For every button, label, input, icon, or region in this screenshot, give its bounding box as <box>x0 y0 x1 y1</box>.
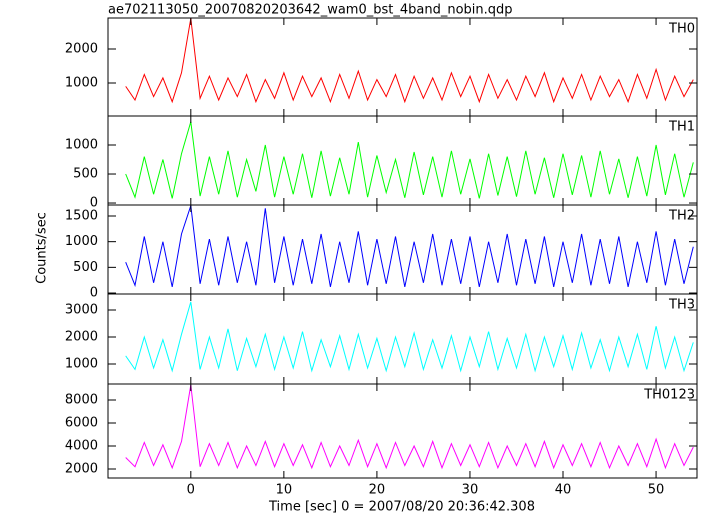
y-tick-label: 2000 <box>65 42 98 57</box>
y-tick-label: 0 <box>90 196 98 211</box>
light-curve <box>125 384 694 470</box>
light-curve <box>125 18 694 104</box>
y-tick-label: 3000 <box>65 303 98 318</box>
y-tick-label: 1000 <box>65 75 98 90</box>
light-curve <box>125 205 694 288</box>
chart-title: ae702113050_20070820203642_wam0_bst_4ban… <box>108 3 513 18</box>
y-tick-label: 8000 <box>65 392 98 407</box>
y-tick-label: 1000 <box>65 356 98 371</box>
x-tick-label: 0 <box>187 483 195 498</box>
y-tick-label: 6000 <box>65 415 98 430</box>
light-curve <box>125 301 694 373</box>
y-tick-label: 4000 <box>65 438 98 453</box>
x-tick-label: 30 <box>462 483 479 498</box>
y-tick-label: 1000 <box>65 138 98 153</box>
y-tick-label: 1000 <box>65 234 98 249</box>
y-tick-label: 1500 <box>65 208 98 223</box>
y-tick-label: 500 <box>73 260 98 275</box>
x-tick-label: 10 <box>276 483 293 498</box>
panel-label: TH2 <box>668 209 695 224</box>
y-tick-label: 0 <box>90 286 98 301</box>
panel-label: TH1 <box>668 120 695 135</box>
panel-label: TH0123 <box>643 388 695 403</box>
x-tick-label: 50 <box>648 483 665 498</box>
x-tick-label: 40 <box>555 483 572 498</box>
y-tick-label: 2000 <box>65 330 98 345</box>
light-curve <box>125 121 694 199</box>
y-tick-label: 500 <box>73 167 98 182</box>
y-axis-label: Counts/sec <box>35 212 50 284</box>
panel-label: TH0 <box>668 22 695 37</box>
x-axis-label: Time [sec] 0 = 2007/08/20 20:36:42.308 <box>268 500 535 515</box>
x-tick-label: 20 <box>369 483 386 498</box>
panel-frame <box>107 383 698 479</box>
y-tick-label: 2000 <box>65 461 98 476</box>
panel-label: TH3 <box>668 298 695 313</box>
